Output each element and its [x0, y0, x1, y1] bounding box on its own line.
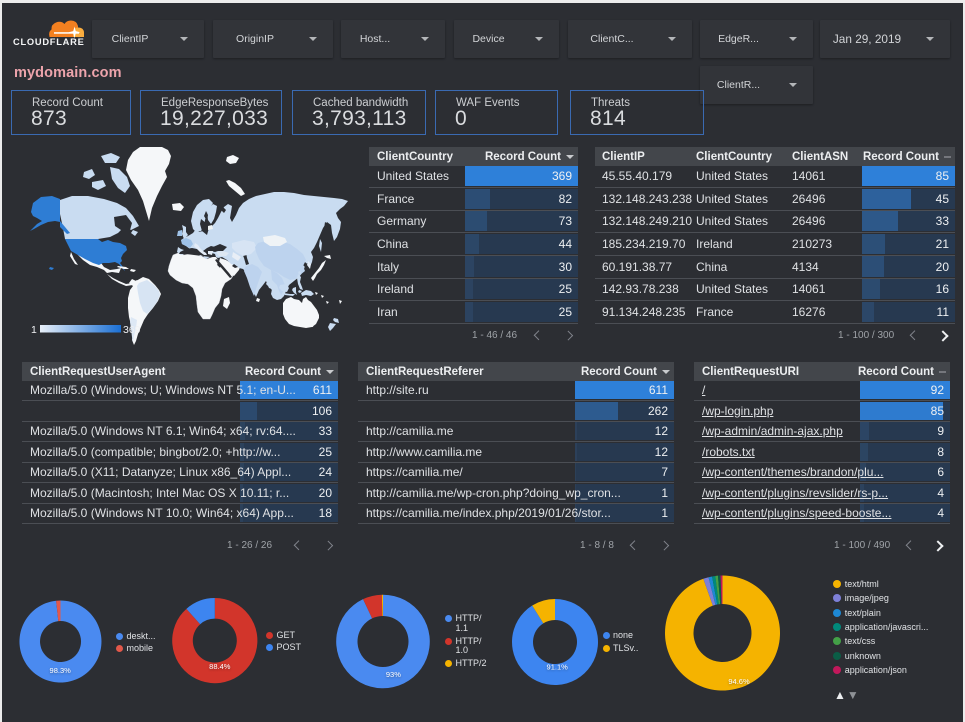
svg-text:369: 369	[123, 324, 141, 336]
svg-text:98.3%: 98.3%	[50, 666, 72, 675]
svg-text:93%: 93%	[386, 670, 401, 679]
svg-text:1: 1	[31, 324, 37, 336]
svg-text:88.4%: 88.4%	[209, 662, 231, 671]
svg-text:CLOUDFLARE: CLOUDFLARE	[13, 37, 85, 47]
svg-text:94.6%: 94.6%	[728, 677, 750, 686]
svg-text:91.1%: 91.1%	[547, 662, 569, 671]
